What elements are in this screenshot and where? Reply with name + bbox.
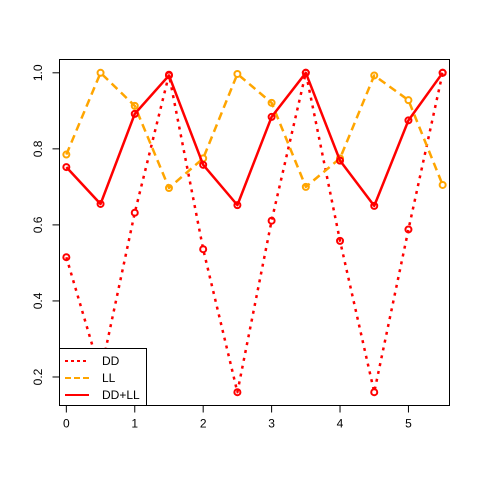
data-point-dd-ll [233, 201, 242, 210]
data-point-dd [233, 388, 242, 397]
y-tick-label: 1.0 [31, 64, 45, 81]
x-tick-label: 2 [200, 417, 207, 431]
axes: 0 1 2 3 4 5 0.2 0.4 0.6 0.8 1.0 [31, 64, 412, 430]
data-point-dd-ll [164, 71, 173, 80]
data-point-dd-ll [130, 109, 139, 118]
data-point-ll [267, 98, 276, 107]
series-dd-ll [62, 68, 447, 210]
data-point-dd [336, 236, 345, 245]
data-point-ll [233, 69, 242, 78]
x-tick-label: 5 [405, 417, 412, 431]
data-point-dd-ll [336, 156, 345, 165]
legend-label-ll: LL [102, 371, 116, 385]
data-point-ll [404, 96, 413, 105]
data-point-dd-ll [438, 68, 447, 77]
data-point-dd-ll [199, 160, 208, 169]
data-point-ll [96, 68, 105, 77]
y-tick-label: 0.6 [31, 216, 45, 233]
y-tick-label: 0.2 [31, 368, 45, 385]
data-point-ll [301, 182, 310, 191]
data-point-dd-ll [404, 116, 413, 125]
series-line-ll [65, 71, 444, 190]
plot-frame [59, 59, 450, 406]
legend: DD LL DD+LL [59, 348, 147, 406]
data-point-dd [267, 216, 276, 225]
y-tick-label: 0.4 [31, 292, 45, 309]
data-point-dd [199, 245, 208, 254]
data-point-dd [404, 225, 413, 234]
data-point-dd-ll [96, 199, 105, 208]
data-point-ll [130, 101, 139, 110]
data-point-ll [62, 150, 71, 159]
data-point-dd [370, 388, 379, 397]
data-point-dd [62, 253, 71, 262]
series-layer [62, 68, 447, 397]
y-tick-label: 0.8 [31, 140, 45, 157]
data-point-dd-ll [370, 201, 379, 210]
data-point-dd-ll [301, 68, 310, 77]
data-point-dd-ll [267, 112, 276, 121]
data-point-ll [164, 184, 173, 193]
legend-label-dd-ll: DD+LL [102, 388, 140, 402]
data-point-ll [438, 180, 447, 189]
x-tick-label: 4 [337, 417, 344, 431]
x-tick-label: 1 [131, 417, 138, 431]
series-line-dd-ll [65, 71, 444, 208]
data-point-dd-ll [62, 163, 71, 172]
legend-label-dd: DD [102, 354, 120, 368]
series-line-dd [65, 71, 444, 394]
data-point-ll [370, 71, 379, 80]
x-tick-label: 3 [268, 417, 275, 431]
data-point-dd [130, 208, 139, 217]
x-tick-label: 0 [63, 417, 70, 431]
